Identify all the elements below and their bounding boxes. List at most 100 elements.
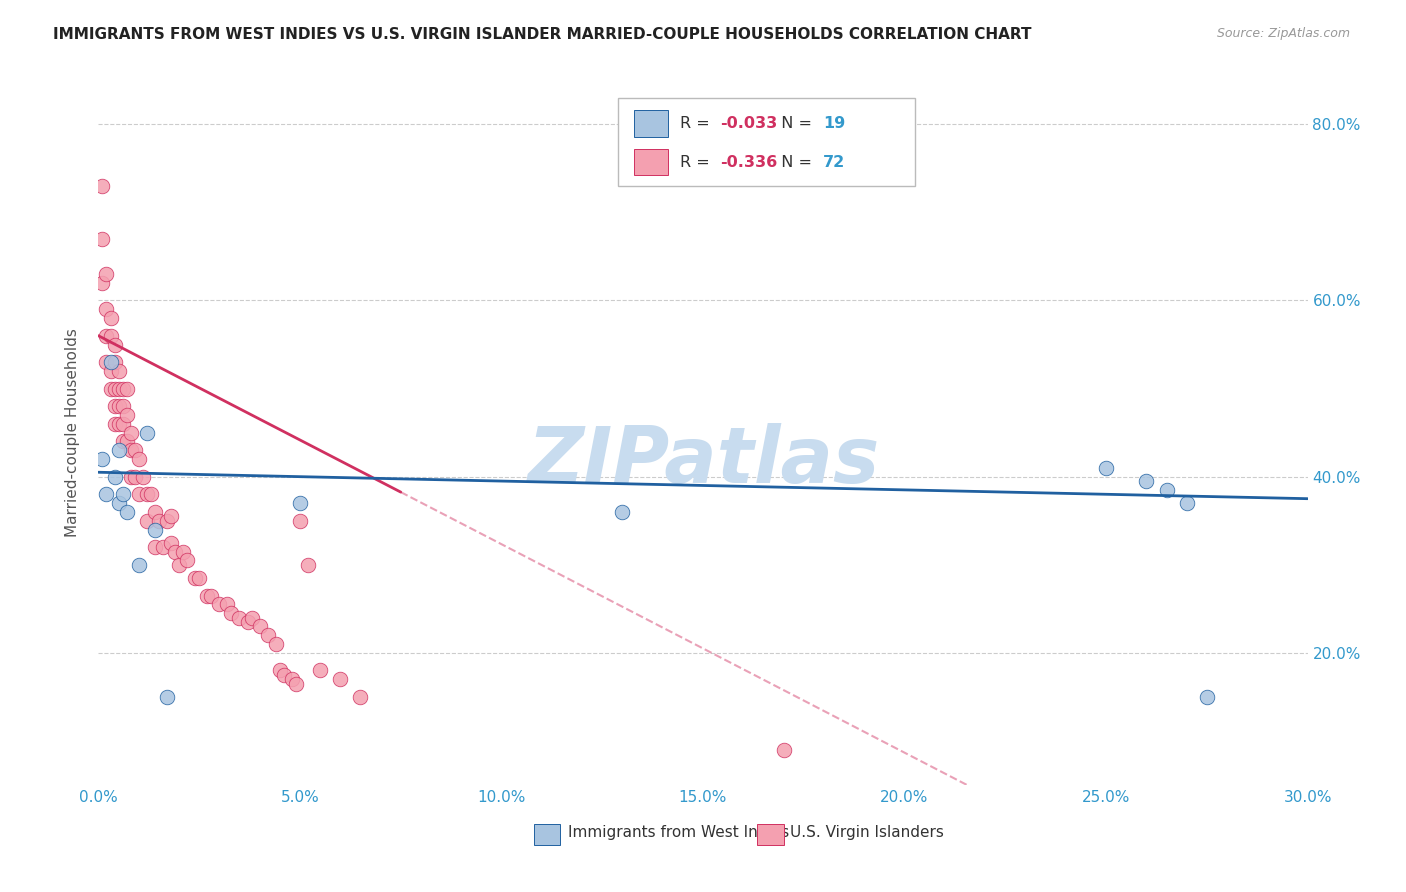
Point	[91, 276, 114, 290]
Point	[221, 606, 243, 620]
Point	[176, 553, 198, 567]
Point	[107, 364, 129, 378]
Point	[103, 337, 125, 351]
Point	[288, 496, 311, 510]
Point	[111, 382, 134, 396]
Bar	[534, 823, 561, 845]
Point	[128, 452, 150, 467]
Point	[1195, 690, 1218, 704]
Point	[111, 487, 134, 501]
Point	[124, 469, 146, 483]
FancyBboxPatch shape	[619, 98, 915, 186]
Point	[772, 742, 794, 756]
Text: R =: R =	[681, 116, 714, 131]
Text: IMMIGRANTS FROM WEST INDIES VS U.S. VIRGIN ISLANDER MARRIED-COUPLE HOUSEHOLDS CO: IMMIGRANTS FROM WEST INDIES VS U.S. VIRG…	[53, 27, 1032, 42]
Point	[309, 664, 332, 678]
Point	[1175, 496, 1198, 510]
Point	[143, 505, 166, 519]
Point	[111, 417, 134, 431]
Point	[107, 496, 129, 510]
Text: U.S. Virgin Islanders: U.S. Virgin Islanders	[790, 825, 943, 840]
Point	[96, 302, 118, 317]
Point	[228, 610, 250, 624]
Point	[100, 382, 122, 396]
Point	[107, 382, 129, 396]
Point	[100, 311, 122, 326]
Point	[167, 558, 190, 572]
Point	[103, 382, 125, 396]
Text: -0.336: -0.336	[720, 154, 778, 169]
Point	[96, 328, 118, 343]
Text: R =: R =	[681, 154, 714, 169]
Text: Immigrants from West Indies: Immigrants from West Indies	[568, 825, 789, 840]
Point	[96, 487, 118, 501]
Point	[160, 535, 183, 549]
Point	[115, 434, 138, 449]
Point	[135, 514, 157, 528]
Point	[297, 558, 319, 572]
Point	[273, 668, 295, 682]
Point	[152, 540, 174, 554]
Text: 72: 72	[823, 154, 845, 169]
Point	[103, 399, 125, 413]
Point	[100, 328, 122, 343]
Point	[107, 443, 129, 458]
Point	[184, 571, 207, 585]
Point	[124, 443, 146, 458]
Point	[100, 364, 122, 378]
Point	[1095, 460, 1118, 475]
Point	[269, 664, 291, 678]
Text: Source: ZipAtlas.com: Source: ZipAtlas.com	[1216, 27, 1350, 40]
Point	[1135, 474, 1157, 488]
Point	[288, 514, 311, 528]
Point	[349, 690, 371, 704]
Point	[200, 589, 222, 603]
Point	[103, 417, 125, 431]
Point	[115, 505, 138, 519]
Point	[249, 619, 271, 633]
Point	[284, 676, 307, 690]
Text: ZIPatlas: ZIPatlas	[527, 423, 879, 499]
Point	[612, 505, 634, 519]
Y-axis label: Married-couple Households: Married-couple Households	[65, 328, 80, 537]
Point	[100, 355, 122, 369]
Point	[188, 571, 211, 585]
Point	[160, 509, 183, 524]
Point	[91, 452, 114, 467]
Bar	[758, 823, 785, 845]
Point	[156, 690, 179, 704]
Point	[107, 399, 129, 413]
Point	[120, 425, 142, 440]
Point	[132, 469, 155, 483]
Point	[103, 469, 125, 483]
Point	[163, 544, 186, 558]
Text: N =: N =	[770, 116, 817, 131]
Bar	[634, 149, 668, 176]
Point	[143, 540, 166, 554]
Point	[103, 355, 125, 369]
Point	[195, 589, 218, 603]
Point	[1156, 483, 1178, 497]
Point	[217, 598, 239, 612]
Point	[111, 399, 134, 413]
Point	[208, 598, 231, 612]
Point	[111, 434, 134, 449]
Point	[128, 558, 150, 572]
Point	[240, 610, 263, 624]
Point	[148, 514, 170, 528]
Point	[115, 382, 138, 396]
Point	[120, 443, 142, 458]
Point	[264, 637, 287, 651]
Point	[96, 267, 118, 281]
Point	[135, 425, 157, 440]
Bar	[634, 110, 668, 136]
Point	[139, 487, 162, 501]
Point	[143, 523, 166, 537]
Point	[172, 544, 194, 558]
Point	[91, 178, 114, 194]
Point	[120, 469, 142, 483]
Point	[156, 514, 179, 528]
Point	[256, 628, 278, 642]
Point	[96, 355, 118, 369]
Text: 19: 19	[823, 116, 845, 131]
